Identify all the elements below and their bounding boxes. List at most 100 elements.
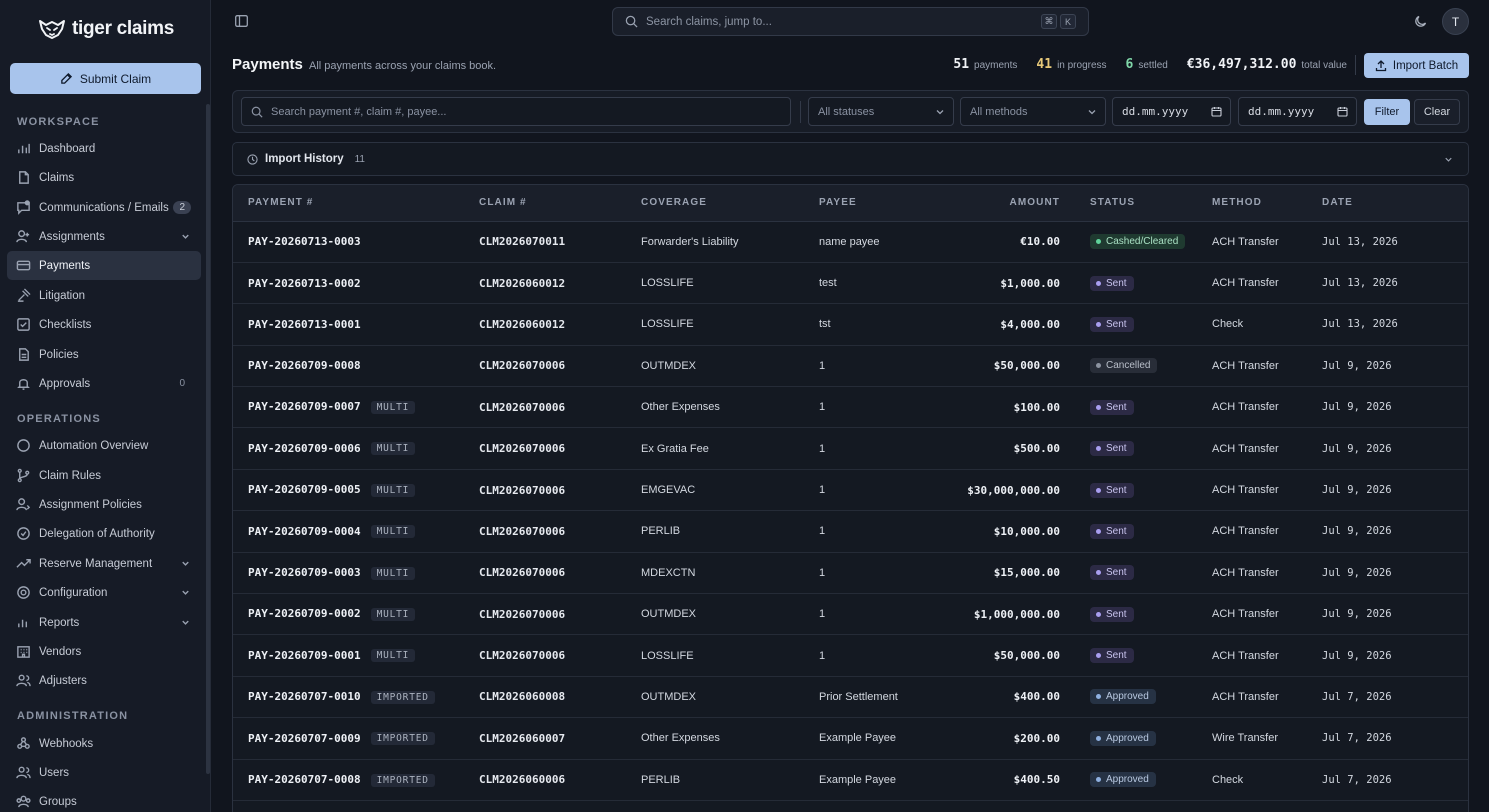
table-row[interactable]: PAY-20260709-0003 MULTI CLM2026070006 MDEXC… bbox=[233, 552, 1468, 595]
cell-payment[interactable]: PAY-20260709-0003 MULTI bbox=[233, 552, 479, 595]
column-header-status[interactable]: STATUS bbox=[1060, 185, 1212, 222]
payment-number[interactable]: PAY-20260709-0005 bbox=[248, 483, 361, 497]
claim-number[interactable]: CLM2026070006 bbox=[479, 566, 566, 580]
sidebar-item-communications[interactable]: Communications / Emails 2 bbox=[7, 193, 201, 222]
claim-number[interactable]: CLM2026070006 bbox=[479, 483, 566, 497]
cell-claim[interactable]: CLM2026060008 bbox=[479, 676, 641, 719]
sidebar-item-reserve-management[interactable]: Reserve Management bbox=[7, 549, 201, 578]
payment-number[interactable]: PAY-20260707-0008 bbox=[248, 772, 361, 786]
cell-claim[interactable]: CLM2026060012 bbox=[479, 303, 641, 346]
table-row[interactable]: PAY-20260709-0004 MULTI CLM2026070006 PERLI… bbox=[233, 510, 1468, 553]
claim-number[interactable]: CLM2026070006 bbox=[479, 649, 566, 663]
column-header-payee[interactable]: PAYEE bbox=[819, 185, 937, 222]
claim-number[interactable]: CLM2026070006 bbox=[479, 359, 566, 373]
brand-logo[interactable]: tiger claims bbox=[38, 17, 174, 41]
claim-number[interactable]: CLM2026060007 bbox=[479, 731, 566, 745]
status-select[interactable]: All statuses bbox=[808, 97, 954, 126]
payment-number[interactable]: PAY-20260709-0002 bbox=[248, 607, 361, 621]
column-header-claim[interactable]: CLAIM # bbox=[479, 185, 641, 222]
payment-number[interactable]: PAY-20260709-0008 bbox=[248, 359, 361, 373]
method-select[interactable]: All methods bbox=[960, 97, 1106, 126]
payment-number[interactable]: PAY-20260713-0003 bbox=[248, 235, 361, 249]
table-row[interactable]: PAY-20260709-0006 MULTI CLM2026070006 Ex Gr… bbox=[233, 427, 1468, 470]
claim-number[interactable]: CLM2026070006 bbox=[479, 442, 566, 456]
claim-number[interactable]: CLM2026070011 bbox=[479, 235, 566, 249]
sidebar-item-adjusters[interactable]: Adjusters bbox=[7, 666, 201, 695]
cell-payment[interactable]: PAY-20260713-0001 bbox=[233, 303, 479, 346]
cell-claim[interactable]: CLM2026070006 bbox=[479, 593, 641, 636]
sidebar-item-assignments[interactable]: Assignments bbox=[7, 222, 201, 251]
table-row[interactable]: PAY-20260713-0002 CLM2026060012 LOSSLIFE te… bbox=[233, 262, 1468, 305]
cell-claim[interactable]: CLM2026060012 bbox=[479, 262, 641, 305]
cell-claim[interactable]: CLM2026070006 bbox=[479, 469, 641, 512]
sidebar-item-litigation[interactable]: Litigation bbox=[7, 281, 201, 310]
sidebar-item-vendors[interactable]: Vendors bbox=[7, 637, 201, 666]
cell-payment[interactable]: PAY-20260707-0008 IMPORTED bbox=[233, 759, 479, 801]
claim-number[interactable]: CLM2026070006 bbox=[479, 607, 566, 621]
table-row[interactable]: PAY-20260707-0010 IMPORTED CLM2026060008 OU… bbox=[233, 676, 1468, 719]
table-row[interactable]: PAY-20260707-0009 IMPORTED CLM2026060007 Ot… bbox=[233, 717, 1468, 760]
payment-number[interactable]: PAY-20260709-0006 bbox=[248, 441, 361, 455]
clear-button[interactable]: Clear bbox=[1414, 99, 1460, 125]
cell-claim[interactable]: CLM2026070006 bbox=[479, 634, 641, 677]
theme-toggle-moon-icon[interactable] bbox=[1414, 14, 1428, 28]
table-row[interactable]: PAY-20260713-0001 CLM2026060012 LOSSLIFE ts… bbox=[233, 303, 1468, 346]
payment-number[interactable]: PAY-20260713-0002 bbox=[248, 276, 361, 290]
cell-payment[interactable]: PAY-20260709-0006 MULTI bbox=[233, 427, 479, 470]
claim-number[interactable]: CLM2026060008 bbox=[479, 690, 566, 704]
import-history-toggle[interactable]: Import History 11 bbox=[232, 142, 1469, 176]
sidebar-toggle-icon[interactable] bbox=[235, 15, 248, 27]
table-row[interactable]: PAY-20260713-0003 CLM2026070011 Forwarder'… bbox=[233, 221, 1468, 263]
column-header-coverage[interactable]: COVERAGE bbox=[641, 185, 819, 222]
cell-payment[interactable]: PAY-20260709-0002 MULTI bbox=[233, 593, 479, 636]
user-avatar[interactable]: T bbox=[1442, 8, 1469, 35]
column-header-date[interactable]: DATE bbox=[1322, 185, 1468, 222]
cell-claim[interactable]: CLM2026060006 bbox=[479, 759, 641, 801]
cell-claim[interactable]: CLM2026070006 bbox=[479, 345, 641, 388]
sidebar-item-checklists[interactable]: Checklists bbox=[7, 310, 201, 339]
cell-payment[interactable]: PAY-20260709-0005 MULTI bbox=[233, 469, 479, 512]
sidebar-item-payments[interactable]: Payments bbox=[7, 251, 201, 280]
sidebar-item-approvals[interactable]: Approvals 0 bbox=[7, 369, 201, 398]
sidebar-item-dashboard[interactable]: Dashboard bbox=[7, 134, 201, 163]
claim-number[interactable]: CLM2026070006 bbox=[479, 400, 566, 414]
sidebar-item-assignment-policies[interactable]: Assignment Policies bbox=[7, 490, 201, 519]
cell-payment[interactable]: PAY-20260709-0008 bbox=[233, 345, 479, 388]
table-row[interactable]: PAY-20260707-0008 IMPORTED CLM2026060006 PE… bbox=[233, 759, 1468, 801]
column-header-amount[interactable]: AMOUNT bbox=[937, 185, 1060, 222]
cell-claim[interactable]: CLM2026070006 bbox=[479, 427, 641, 470]
payment-number[interactable]: PAY-20260709-0001 bbox=[248, 648, 361, 662]
global-search-input[interactable]: Search claims, jump to... ⌘ K bbox=[612, 7, 1089, 36]
sidebar-item-claim-rules[interactable]: Claim Rules bbox=[7, 461, 201, 490]
calendar-icon[interactable] bbox=[1211, 106, 1222, 117]
sidebar-item-users[interactable]: Users bbox=[7, 758, 201, 787]
payment-number[interactable]: PAY-20260709-0007 bbox=[248, 400, 361, 414]
claim-number[interactable]: CLM2026070006 bbox=[479, 524, 566, 538]
column-header-payment[interactable]: PAYMENT # bbox=[233, 185, 479, 222]
payment-number[interactable]: PAY-20260713-0001 bbox=[248, 317, 361, 331]
sidebar-item-groups[interactable]: Groups bbox=[7, 787, 201, 812]
sidebar-item-webhooks[interactable]: Webhooks bbox=[7, 729, 201, 758]
cell-payment[interactable]: PAY-20260707-0009 IMPORTED bbox=[233, 717, 479, 760]
cell-payment[interactable]: PAY-20260709-0004 MULTI bbox=[233, 510, 479, 553]
cell-payment[interactable]: PAY-20260713-0003 bbox=[233, 221, 479, 263]
cell-payment[interactable]: PAY-20260709-0007 MULTI bbox=[233, 386, 479, 429]
cell-claim[interactable]: CLM2026070006 bbox=[479, 386, 641, 429]
payment-number[interactable]: PAY-20260709-0003 bbox=[248, 566, 361, 580]
cell-claim[interactable]: CLM2026070006 bbox=[479, 510, 641, 553]
sidebar-item-automation-overview[interactable]: Automation Overview bbox=[7, 431, 201, 460]
column-header-method[interactable]: METHOD bbox=[1212, 185, 1322, 222]
submit-claim-button[interactable]: Submit Claim bbox=[10, 63, 201, 94]
payment-number[interactable]: PAY-20260707-0009 bbox=[248, 731, 361, 745]
cell-payment[interactable]: PAY-20260709-0001 MULTI bbox=[233, 634, 479, 677]
date-from-input[interactable]: dd.mm.yyyy bbox=[1112, 97, 1231, 126]
sidebar-item-reports[interactable]: Reports bbox=[7, 608, 201, 637]
claim-number[interactable]: CLM2026060006 bbox=[479, 773, 566, 787]
claim-number[interactable]: CLM2026060012 bbox=[479, 317, 566, 331]
sidebar-item-policies[interactable]: Policies bbox=[7, 340, 201, 369]
calendar-icon[interactable] bbox=[1337, 106, 1348, 117]
cell-claim[interactable]: CLM2026070011 bbox=[479, 221, 641, 263]
sidebar-item-delegation-of-authority[interactable]: Delegation of Authority bbox=[7, 519, 201, 548]
filter-button[interactable]: Filter bbox=[1364, 99, 1410, 125]
sidebar-scrollbar[interactable] bbox=[206, 104, 210, 774]
